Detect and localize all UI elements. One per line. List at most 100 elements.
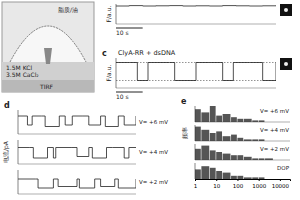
x-tick: 1	[194, 179, 198, 189]
x-tick-mark	[237, 179, 238, 181]
histogram-bar	[252, 139, 258, 141]
y-axis-line	[116, 4, 117, 24]
histogram-bar	[259, 177, 265, 179]
histogram-bar	[216, 116, 222, 122]
histogram-bar	[216, 131, 222, 141]
histogram-bar	[265, 158, 273, 160]
histogram-bar	[231, 176, 237, 179]
chart: 频率 V= +4 mV	[181, 125, 290, 141]
histogram-bar	[259, 120, 265, 122]
histogram-bar	[244, 157, 252, 160]
histogram-bar	[195, 149, 201, 160]
histogram-bar	[210, 150, 216, 160]
histogram-bar	[216, 171, 222, 179]
y-axis-line	[195, 163, 196, 179]
scale-bar-label: 10 s	[116, 29, 129, 36]
glass	[2, 80, 94, 92]
x-axis: 1 10 100 1000 10000	[194, 179, 291, 189]
histogram-bar	[210, 106, 216, 122]
trace-label: V= +2 mV	[260, 146, 289, 152]
plot-area	[18, 148, 136, 159]
histogram-bar	[259, 158, 265, 160]
y-axis-line	[195, 144, 196, 160]
plot-area	[195, 127, 264, 141]
plot-area	[18, 116, 136, 127]
histogram-bar	[201, 166, 209, 179]
trace-label: V= +6 mV	[260, 108, 289, 114]
x-axis-line	[195, 160, 290, 161]
x-tick: 1000	[252, 179, 266, 189]
chart: F/a.u. 10 s	[105, 4, 292, 36]
x-tick-mark	[195, 179, 196, 181]
histogram-bar	[252, 177, 258, 179]
x-axis-line	[195, 122, 290, 123]
scale-bar-label: 10 s	[116, 93, 129, 100]
plot-area	[18, 179, 136, 188]
histogram-bar	[237, 138, 243, 141]
histogram-bar	[231, 117, 237, 122]
pore	[44, 48, 52, 64]
chart: 1 10 100 1000 10000 DOP	[194, 163, 291, 189]
histogram-bar	[201, 130, 209, 141]
histogram-bar	[237, 176, 243, 179]
x-tick: 10000	[272, 179, 290, 189]
schematic: 脂质/油 1.5M KCl3.5M CaCl₂TIRF	[2, 2, 94, 92]
schematic-bg	[2, 2, 94, 92]
plot-area	[195, 106, 264, 122]
chart: eV= +6 mV	[181, 97, 290, 122]
x-axis-line	[18, 164, 136, 165]
histogram-bar	[201, 146, 209, 160]
chart: dV= +6 mV	[4, 101, 168, 134]
chart: F/a.u.ClyA-RR + dsDNAc10 s	[102, 49, 292, 100]
histogram-bar	[195, 169, 201, 179]
x-tick: 100	[233, 179, 244, 189]
x-tick: 10	[213, 179, 220, 189]
histogram-bar	[231, 135, 237, 141]
histogram-bar	[237, 155, 243, 160]
schematic-label: 脂质/油	[58, 6, 78, 13]
y-axis-line	[195, 106, 196, 122]
trace	[18, 179, 136, 188]
y-axis-line	[18, 140, 19, 164]
x-axis-line	[116, 88, 276, 89]
histogram-bar	[244, 177, 252, 179]
hydrogel	[2, 62, 94, 80]
trace	[18, 116, 136, 127]
y-axis-line	[195, 125, 196, 141]
histogram-bar	[210, 133, 216, 141]
x-axis-line	[195, 141, 290, 142]
chart: V= +2 mV	[18, 170, 168, 194]
trace	[18, 148, 136, 159]
y-axis-title: 频率	[181, 127, 188, 139]
x-tick-label: 1	[194, 183, 198, 189]
trace-label: V= +4 mV	[260, 127, 289, 133]
x-tick-label: 10000	[272, 183, 290, 189]
histogram-bar	[223, 154, 231, 160]
x-tick-label: 100	[233, 183, 244, 189]
y-axis-line	[18, 170, 19, 194]
schematic-label: 3.5M CaCl₂	[6, 71, 39, 78]
trace-label: V= +2 mV	[139, 179, 168, 185]
trace-label: DOP	[277, 165, 290, 171]
trace	[116, 5, 276, 6]
plot-area	[195, 166, 264, 179]
plot-area	[116, 63, 276, 81]
histogram-bar	[252, 120, 258, 122]
histogram-bar	[195, 109, 201, 122]
schematic-label: 1.5M KCl	[6, 64, 32, 71]
schematic-label: TIRF	[39, 83, 54, 90]
histogram-bar	[195, 127, 201, 141]
x-axis-line	[18, 194, 136, 195]
histogram-bar	[237, 119, 243, 122]
histogram-bar	[273, 179, 279, 180]
panel-letter: c	[102, 49, 107, 58]
y-axis-title: 电流/pA	[2, 140, 10, 163]
x-tick-mark	[259, 179, 260, 181]
y-axis-title: F/a.u.	[105, 6, 112, 23]
chart-title: ClyA-RR + dsDNA	[118, 49, 176, 57]
histogram-bar	[201, 112, 209, 122]
x-tick-mark	[280, 179, 281, 181]
panel-letter: d	[4, 101, 10, 110]
inset-image	[280, 4, 292, 16]
trace	[116, 63, 276, 81]
